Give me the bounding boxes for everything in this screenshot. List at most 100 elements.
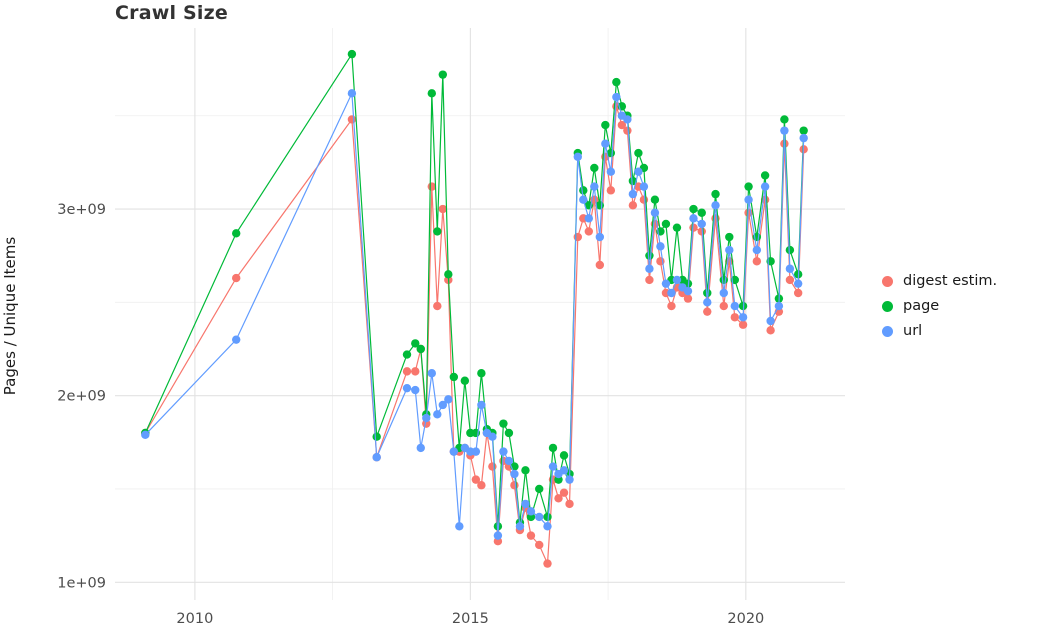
data-point: [438, 70, 448, 79]
data-point: [639, 182, 649, 191]
data-point: [510, 469, 519, 479]
data-point: [760, 171, 770, 180]
data-point: [427, 89, 436, 98]
data-point: [711, 201, 720, 210]
data-point: [661, 219, 671, 229]
data-point: [526, 507, 536, 516]
data-point: [752, 245, 762, 255]
data-point: [645, 251, 654, 260]
data-point: [499, 447, 508, 456]
data-point: [650, 208, 660, 217]
legend-dot-url: [882, 325, 893, 337]
data-point: [683, 294, 693, 303]
data-point: [402, 367, 412, 376]
data-point: [543, 512, 552, 522]
data-point: [515, 522, 525, 531]
data-point: [645, 264, 654, 273]
data-point: [402, 383, 412, 393]
data-point: [402, 350, 412, 359]
data-point: [628, 201, 638, 210]
data-point: [411, 339, 420, 348]
data-point: [493, 531, 503, 540]
data-point: [438, 400, 448, 410]
data-point: [422, 413, 431, 423]
legend-dot-page: [882, 300, 893, 312]
data-point: [780, 126, 789, 135]
data-point: [433, 227, 442, 236]
data-point: [543, 522, 552, 531]
data-point: [444, 395, 453, 404]
data-point: [590, 182, 599, 191]
data-point: [411, 367, 420, 376]
data-point: [535, 484, 544, 494]
data-point: [725, 232, 734, 242]
data-point: [667, 301, 676, 311]
data-point: [444, 270, 453, 279]
legend-label-url: url: [903, 323, 923, 339]
data-point: [477, 481, 486, 490]
data-point: [548, 462, 558, 471]
data-point: [565, 475, 574, 484]
data-point: [579, 195, 588, 204]
chart-title: Crawl Size: [115, 2, 228, 24]
data-point: [347, 115, 357, 124]
data-point: [689, 214, 698, 223]
data-point: [232, 335, 241, 344]
legend-item-digest-estim: digest estim.: [882, 272, 997, 290]
data-point: [573, 152, 582, 161]
data-point: [672, 223, 682, 232]
data-point: [521, 499, 530, 509]
data-point: [606, 186, 616, 195]
data-point: [449, 372, 459, 382]
data-point: [703, 288, 712, 298]
data-point: [612, 92, 621, 102]
data-point: [656, 242, 665, 251]
data-point: [639, 195, 649, 204]
data-point: [601, 139, 610, 148]
data-point: [526, 531, 536, 540]
data-point: [584, 227, 594, 236]
data-point: [232, 273, 241, 283]
data-point: [455, 522, 464, 531]
data-point: [744, 195, 753, 204]
data-point: [477, 369, 486, 378]
legend-item-page: page: [882, 297, 997, 315]
data-point: [711, 189, 720, 199]
data-point: [416, 344, 425, 354]
data-point: [573, 232, 582, 242]
data-point: [799, 126, 808, 135]
data-point: [554, 494, 563, 503]
data-point: [595, 260, 605, 270]
data-point: [672, 275, 682, 285]
data-point: [623, 126, 632, 135]
data-point: [634, 148, 643, 158]
data-point: [559, 488, 569, 497]
data-point: [667, 288, 676, 298]
data-point: [785, 264, 795, 273]
data-point: [579, 186, 588, 195]
data-point: [347, 89, 357, 98]
x-tick-label: 2015: [452, 611, 489, 627]
data-point: [535, 540, 544, 550]
data-point: [738, 320, 748, 329]
data-point: [623, 115, 632, 124]
data-point: [433, 410, 442, 419]
data-point: [559, 451, 569, 460]
legend-dot-digest-estim: [882, 275, 893, 287]
data-point: [535, 512, 544, 522]
data-point: [744, 182, 753, 191]
data-point: [612, 77, 621, 87]
data-point: [617, 120, 627, 130]
legend: digest estim. page url: [882, 272, 997, 340]
data-point: [785, 275, 795, 285]
data-point: [730, 301, 740, 311]
data-point: [521, 466, 530, 475]
data-point: [595, 232, 605, 242]
data-point: [766, 316, 775, 326]
data-point: [683, 286, 693, 296]
data-point: [232, 229, 241, 238]
data-point: [411, 385, 420, 395]
data-point: [510, 481, 519, 490]
data-point: [793, 288, 803, 298]
